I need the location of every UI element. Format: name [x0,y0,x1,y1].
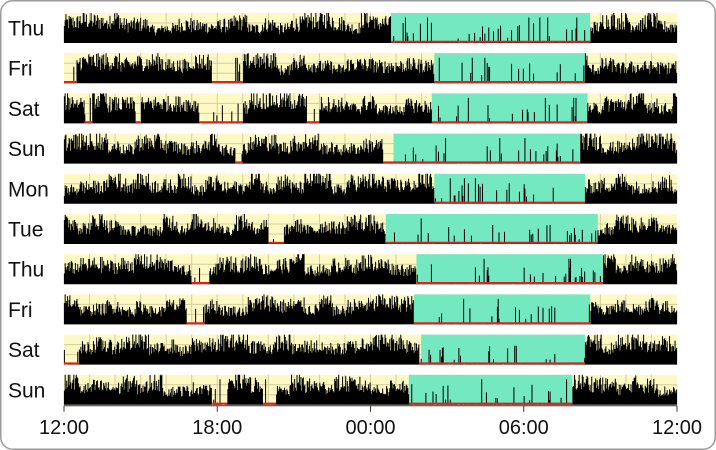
activity-trace [63,374,678,405]
activity-trace [63,93,678,124]
day-row: Thu [8,13,678,43]
x-axis: 12:00 18:00 00:00 06:00 12:00 [39,405,702,439]
x-tick-label: 00:00 [345,417,395,439]
x-tick-label: 12:00 [652,417,702,439]
day-label: Sun [8,138,45,161]
rest-period-highlight [434,53,586,84]
day-label: Mon [8,178,49,201]
day-label: Sat [8,98,40,121]
rest-period-highlight [390,13,591,43]
day-row: Fri [8,53,678,84]
activity-trace [63,254,678,285]
day-row: Tue [8,214,678,244]
activity-trace [63,214,678,244]
activity-trace [63,173,678,204]
day-label: Tue [8,219,43,242]
rest-period-highlight [413,294,591,325]
day-label: Fri [8,58,33,81]
day-row: Sat [8,93,678,124]
day-row: Sat [8,334,678,365]
day-label: Thu [8,259,44,282]
day-row: Mon [8,173,678,204]
day-row: Thu [8,254,678,285]
x-tick-label: 12:00 [39,417,89,439]
day-label: Fri [8,299,33,322]
rest-period-highlight [416,254,603,285]
rest-period-highlight [431,93,588,124]
activity-trace [63,294,678,325]
rest-period-highlight [421,334,586,365]
x-tick-label: 18:00 [192,417,242,439]
day-row: Fri [8,294,678,325]
rows-layer: Thu Fri Sat Sun Mon Tue Thu Fri Sat Sun [8,13,678,405]
activity-trace [63,133,678,164]
day-label: Sat [8,339,40,362]
x-tick-label: 06:00 [499,417,549,439]
day-label: Sun [8,379,45,402]
day-row: Sun [8,133,678,164]
day-row: Sun [8,374,678,405]
day-label: Thu [8,18,44,41]
activity-trace [79,334,678,365]
activity-trace [76,53,678,84]
activity-trace [63,13,678,43]
